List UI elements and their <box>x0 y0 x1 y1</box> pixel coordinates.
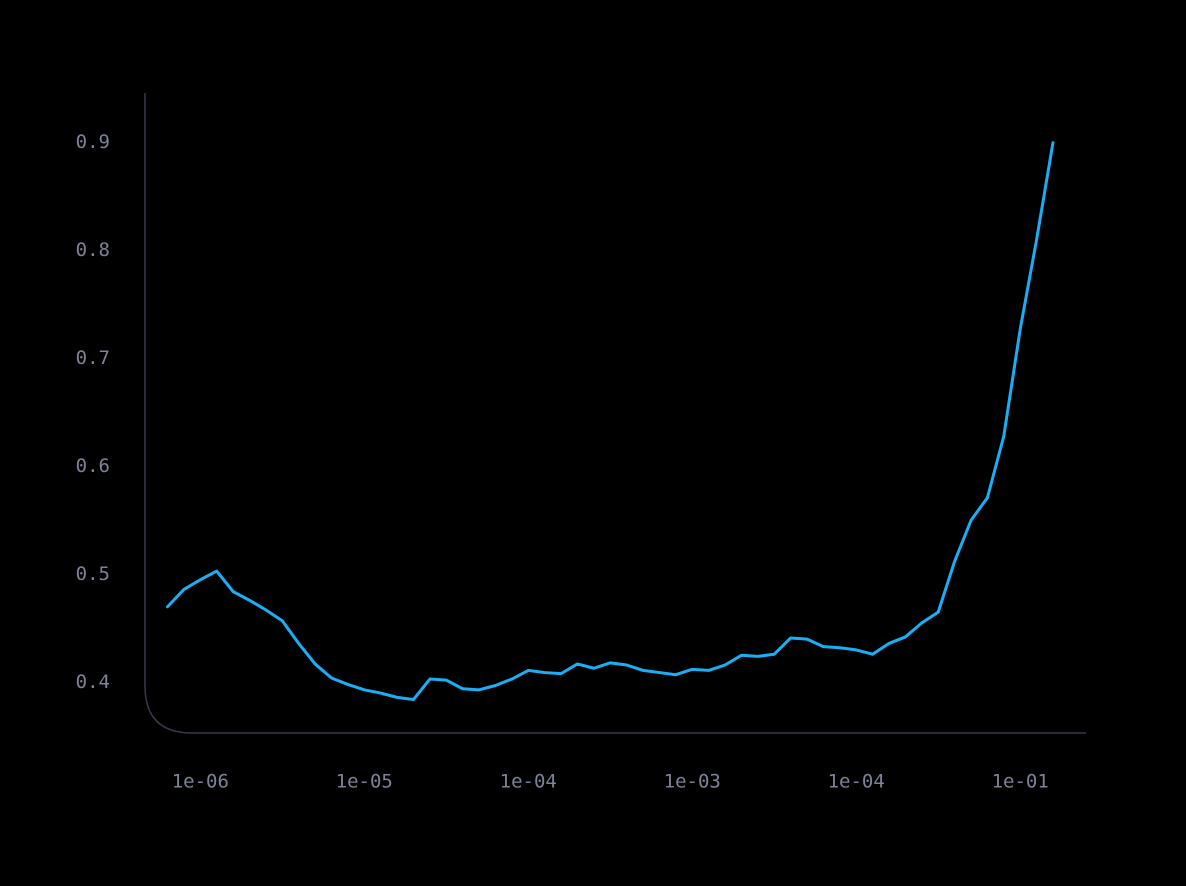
y-tick-label: 0.7 <box>76 347 110 369</box>
x-tick-label: 1e-06 <box>172 771 229 793</box>
x-tick-label: 1e-01 <box>992 771 1049 793</box>
x-tick-label: 1e-03 <box>664 771 721 793</box>
data-line <box>166 141 1055 702</box>
y-tick-label: 0.9 <box>76 131 110 153</box>
x-tick-label: 1e-05 <box>336 771 393 793</box>
y-tick-label: 0.4 <box>76 671 110 693</box>
x-tick-label: 1e-04 <box>500 771 557 793</box>
y-tick-label: 0.8 <box>76 239 110 261</box>
y-tick-label: 0.6 <box>76 455 110 477</box>
y-tick-label: 0.5 <box>76 563 110 585</box>
axis-frame <box>144 93 1086 734</box>
x-tick-label: 1e-04 <box>828 771 885 793</box>
